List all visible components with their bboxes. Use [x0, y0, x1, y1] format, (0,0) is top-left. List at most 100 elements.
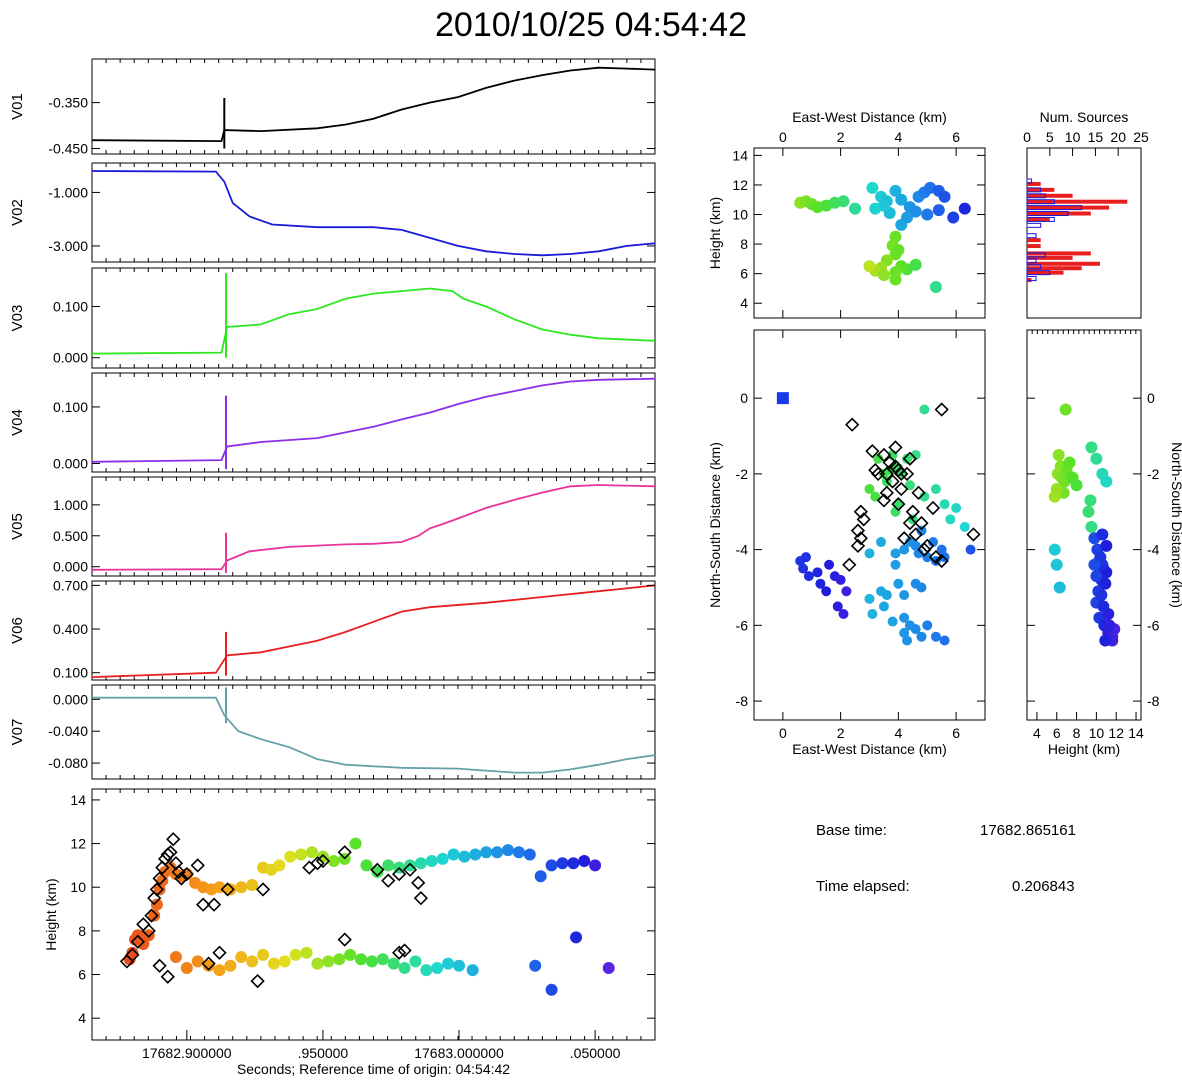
- source-dot: [895, 193, 908, 206]
- source-dot: [867, 608, 878, 619]
- source-dot: [951, 502, 962, 513]
- source-diamond: [392, 866, 407, 882]
- x-tick-label: 15: [1088, 129, 1104, 145]
- histogram-bar: [1026, 222, 1042, 228]
- y-axis-label: Height (km): [707, 197, 723, 269]
- y-tick-label: -2: [1147, 466, 1160, 482]
- source-dot: [246, 955, 259, 968]
- y-tick-label: 0.000: [53, 456, 88, 472]
- source-dot: [864, 484, 875, 495]
- source-dot: [947, 211, 960, 224]
- waveform-ylabel: V07: [9, 719, 26, 746]
- source-dot: [469, 848, 482, 861]
- source-diamond: [928, 550, 944, 565]
- source-dot: [892, 244, 905, 256]
- x-tick-label: 10: [1065, 129, 1081, 145]
- source-dot: [837, 195, 850, 208]
- source-diamond: [196, 897, 211, 912]
- source-dot: [142, 929, 155, 942]
- source-diamond: [853, 504, 868, 519]
- y-tick-label: 0.100: [53, 298, 88, 314]
- source-dot: [425, 855, 438, 868]
- source-dot: [832, 601, 843, 612]
- source-diamond: [370, 862, 385, 877]
- source-diamond: [250, 973, 265, 989]
- ew-height-frame: [753, 147, 986, 319]
- source-dot: [420, 964, 433, 977]
- y-axis-label: Height (km): [43, 878, 59, 950]
- source-dot: [877, 269, 890, 282]
- source-dot: [344, 948, 357, 961]
- source-diamond: [891, 497, 906, 512]
- source-dot: [414, 857, 427, 870]
- source-diamond: [149, 882, 165, 897]
- source-dot: [1090, 452, 1103, 465]
- source-dot: [300, 946, 313, 959]
- y-tick-label: 0.000: [53, 559, 88, 575]
- histogram-bar: [1027, 244, 1041, 249]
- source-dot: [945, 514, 956, 525]
- waveform-line: [91, 377, 656, 463]
- source-dot: [169, 951, 182, 964]
- histogram-bar: [1027, 238, 1041, 243]
- histogram-bar: [1026, 187, 1042, 193]
- y-tick-label: 0.100: [53, 399, 88, 415]
- waveform-panel-frame: [91, 684, 656, 780]
- source-diamond: [337, 845, 352, 860]
- source-diamond: [902, 515, 918, 531]
- x-tick-label: 8: [1073, 725, 1081, 741]
- source-dot: [932, 204, 945, 217]
- source-dot: [333, 953, 346, 966]
- source-dot: [512, 846, 525, 859]
- source-diamond: [397, 943, 412, 958]
- y-tick-label: 6: [78, 967, 86, 983]
- histogram-bar: [1026, 178, 1033, 184]
- y-tick-label: -0.080: [48, 755, 88, 771]
- source-dot: [869, 202, 882, 215]
- source-dot: [1099, 634, 1112, 647]
- x-axis-label: Height (km): [1048, 741, 1120, 757]
- x-tick-label: 20: [1110, 129, 1126, 145]
- y-tick-label: 0.700: [53, 577, 88, 593]
- source-dot: [841, 586, 852, 597]
- source-diamond: [166, 832, 181, 847]
- source-dot: [958, 202, 971, 215]
- source-diamond: [212, 945, 227, 960]
- source-dot: [803, 571, 814, 582]
- histogram-bar: [1027, 251, 1091, 256]
- source-diamond: [130, 934, 145, 949]
- source-dot: [849, 202, 862, 215]
- source-dot: [257, 948, 270, 961]
- x-tick-label: 2: [837, 129, 845, 145]
- source-diamond: [842, 557, 857, 572]
- source-dot: [311, 957, 324, 970]
- waveform-ylabel: V02: [9, 199, 26, 226]
- source-dot: [881, 590, 892, 601]
- waveform-panel-frame: [91, 58, 656, 155]
- source-dot: [824, 559, 835, 570]
- source-dot: [863, 260, 876, 273]
- x-axis-label: East-West Distance (km): [792, 741, 947, 757]
- y-tick-label: -4: [736, 542, 749, 558]
- waveform-ylabel: V04: [9, 409, 26, 436]
- y-axis-label: North-South Distance (km): [1169, 442, 1182, 608]
- x-tick-label: 6: [952, 725, 960, 741]
- source-dot: [137, 937, 150, 950]
- source-dot: [928, 537, 939, 548]
- source-dot: [322, 955, 335, 968]
- source-diamond: [853, 531, 868, 546]
- source-dot: [899, 612, 910, 623]
- waveform-line: [91, 287, 656, 355]
- ns-height-frame: [1026, 329, 1142, 721]
- source-dot: [835, 574, 846, 585]
- x-tick-label: 0: [779, 129, 787, 145]
- source-dot: [453, 959, 466, 972]
- y-tick-label: -0.450: [48, 140, 88, 156]
- source-dot: [939, 635, 950, 646]
- source-diamond: [160, 969, 175, 984]
- y-tick-label: 0.100: [53, 665, 88, 681]
- y-tick-label: 0.000: [53, 691, 88, 707]
- y-tick-label: -8: [1147, 693, 1160, 709]
- source-dot: [1048, 543, 1061, 556]
